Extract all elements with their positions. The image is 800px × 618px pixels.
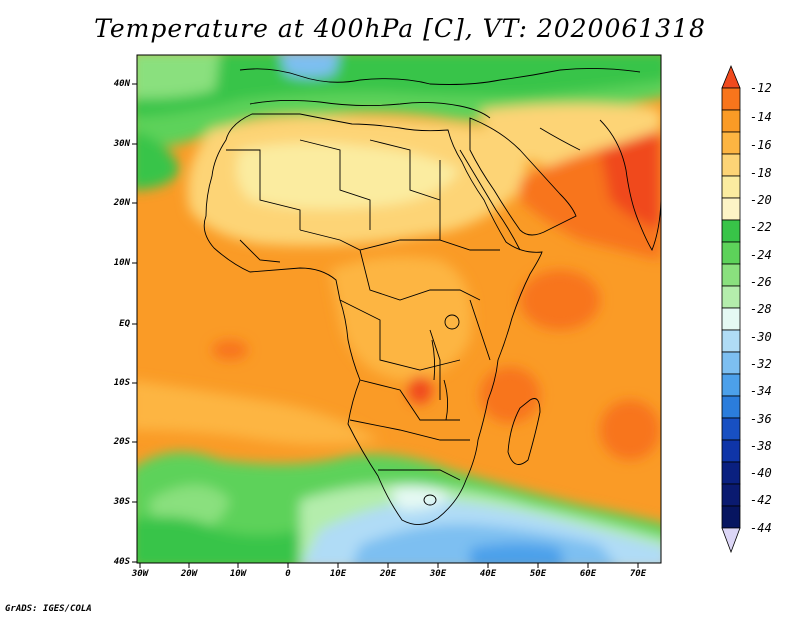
colorbar-label-9: -28	[750, 302, 772, 316]
colorbar-label-5: -20	[750, 193, 772, 207]
lat-label-30n: 30N	[113, 139, 130, 149]
colorbar-label-1: -12	[750, 81, 772, 95]
lat-label-40n: 40N	[113, 79, 130, 89]
colorbar-label-12: -34	[750, 384, 772, 398]
colorbar-swatch-16	[721, 417, 741, 441]
colorbar-bottom-arrow	[721, 527, 741, 554]
colorbar-swatch-10	[721, 285, 741, 309]
lat-label-10n: 10N	[113, 258, 130, 268]
lon-label-10e: 10E	[329, 569, 347, 579]
lat-label-40s: 40S	[113, 557, 130, 567]
colorbar-label-8: -26	[750, 275, 772, 289]
colorbar-swatch-18	[721, 461, 741, 485]
colorbar-swatch-11	[721, 307, 741, 331]
colorbar-swatch-3	[721, 131, 741, 155]
lon-label-30e: 30E	[429, 569, 447, 579]
lon-label-30w: 30W	[131, 569, 149, 579]
colorbar-label-6: -22	[750, 220, 772, 234]
lon-label-0: 0	[285, 569, 291, 579]
colorbar-label-2: -14	[750, 110, 772, 124]
temperature-field	[137, 55, 661, 563]
colorbar-swatch-8	[721, 241, 741, 265]
colorbar-label-14: -38	[750, 439, 772, 453]
colorbar-swatch-6	[721, 197, 741, 221]
colorbar-swatch-5	[721, 175, 741, 199]
colorbar-swatch-12	[721, 329, 741, 353]
colorbar-swatch-17	[721, 439, 741, 463]
colorbar-swatch-19	[721, 483, 741, 507]
colorbar-swatch-20	[721, 505, 741, 529]
lat-label-20n: 20N	[113, 198, 130, 208]
colorbar-swatch-9	[721, 263, 741, 287]
lat-label-30s: 30S	[113, 497, 130, 507]
lon-label-20w: 20W	[180, 569, 198, 579]
colorbar-label-4: -18	[750, 166, 772, 180]
colorbar-label-13: -36	[750, 412, 772, 426]
colorbar-swatch-13	[721, 351, 741, 375]
colorbar-label-15: -40	[750, 466, 772, 480]
colorbar-label-3: -16	[750, 138, 772, 152]
colorbar-label-17: -44	[750, 521, 772, 535]
colorbar	[721, 64, 741, 554]
colorbar-swatch-7	[721, 219, 741, 243]
map-frame	[136, 54, 662, 564]
lon-label-50e: 50E	[529, 569, 547, 579]
colorbar-swatch-1	[721, 87, 741, 111]
map-title: Temperature at 400hPa [C], VT: 202006131…	[94, 14, 706, 43]
coastline-overlay	[203, 67, 661, 525]
axis-ticks	[132, 83, 639, 568]
lon-label-70e: 70E	[629, 569, 647, 579]
colorbar-top-arrow	[721, 64, 741, 89]
colorbar-label-10: -30	[750, 330, 772, 344]
colorbar-label-11: -32	[750, 357, 772, 371]
colorbar-swatch-2	[721, 109, 741, 133]
lon-label-60e: 60E	[579, 569, 597, 579]
credit-text: GrADS: IGES/COLA	[5, 604, 92, 614]
colorbar-swatch-4	[721, 153, 741, 177]
colorbar-label-16: -42	[750, 493, 772, 507]
colorbar-swatch-15	[721, 395, 741, 419]
colorbar-label-7: -24	[750, 248, 772, 262]
lon-label-40e: 40E	[479, 569, 497, 579]
lon-label-20e: 20E	[379, 569, 397, 579]
lat-label-20s: 20S	[113, 437, 130, 447]
colorbar-swatch-14	[721, 373, 741, 397]
lat-label-eq: EQ	[119, 319, 130, 329]
lon-label-10w: 10W	[229, 569, 247, 579]
lat-label-10s: 10S	[113, 378, 130, 388]
